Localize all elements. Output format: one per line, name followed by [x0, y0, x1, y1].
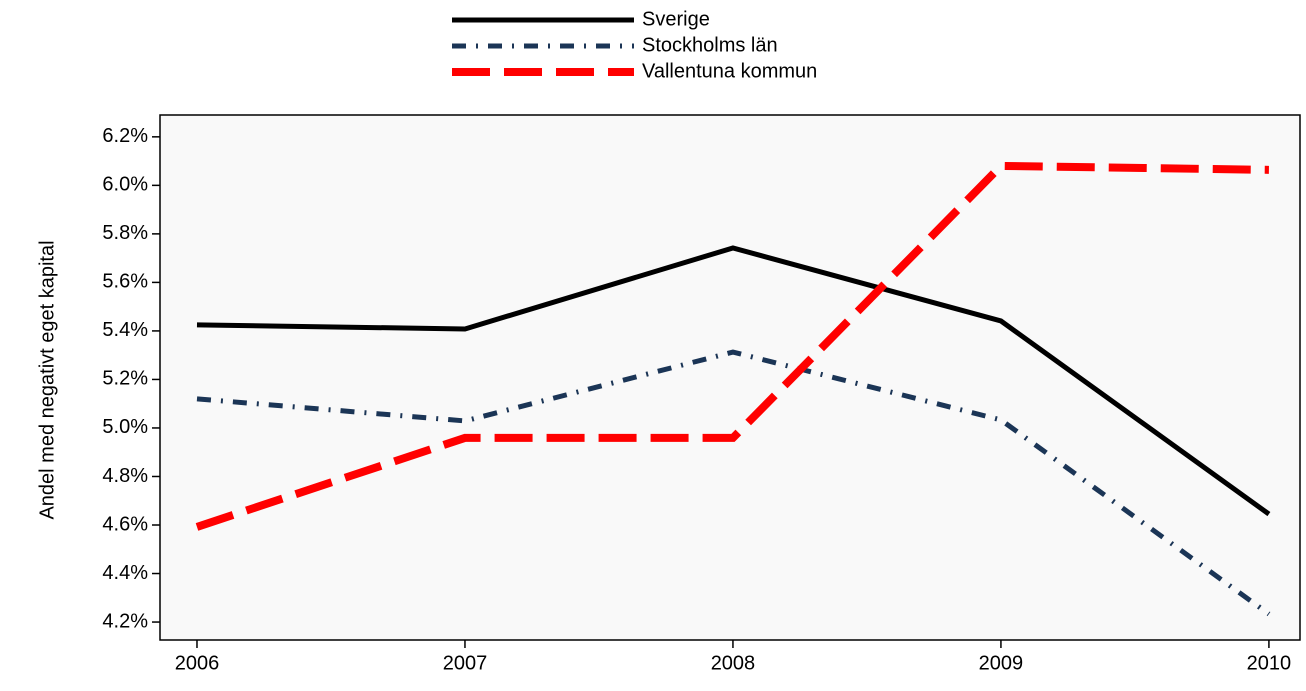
y-tick-label: 4.8%: [102, 465, 148, 487]
series-line: [195, 161, 1269, 531]
series-line: [196, 349, 1271, 617]
y-axis-label: Andel med negativt eget kapital: [36, 240, 58, 519]
y-tick-label: 5.6%: [102, 271, 148, 293]
x-tick-label: 2009: [979, 652, 1024, 674]
y-tick-label: 5.0%: [102, 416, 148, 438]
series-line: [196, 245, 1271, 517]
legend-label: Vallentuna kommun: [642, 60, 817, 82]
x-tick-label: 2008: [711, 652, 756, 674]
y-tick-label: 6.0%: [102, 174, 148, 196]
y-tick-label: 4.6%: [102, 513, 148, 535]
x-tick-label: 2006: [175, 652, 220, 674]
y-tick-label: 4.4%: [102, 562, 148, 584]
y-tick-label: 6.2%: [102, 125, 148, 147]
y-tick-label: 5.8%: [102, 222, 148, 244]
y-tick-label: 5.4%: [102, 319, 148, 341]
plot-area: [159, 114, 1301, 641]
legend-label: Stockholms län: [642, 34, 778, 56]
y-tick-label: 4.2%: [102, 610, 148, 632]
y-tick-label: 5.2%: [102, 368, 148, 390]
x-tick-label: 2007: [443, 652, 488, 674]
x-tick-label: 2010: [1247, 652, 1292, 674]
legend-label: Sverige: [642, 8, 710, 30]
